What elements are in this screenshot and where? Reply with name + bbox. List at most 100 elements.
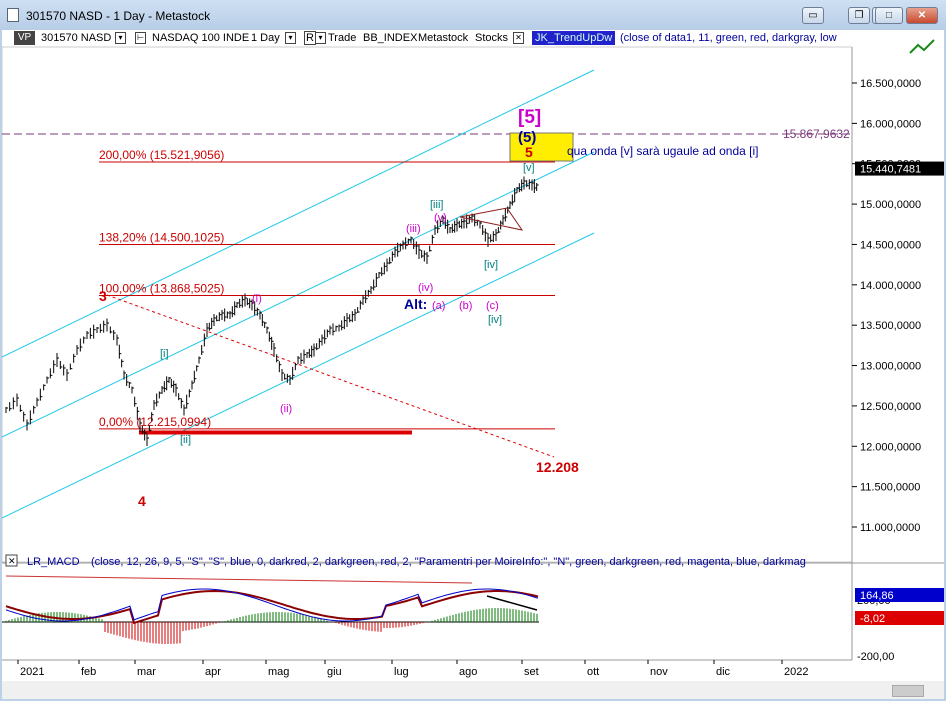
time-label: giu [327,666,342,678]
time-label: dic [716,666,731,678]
time-label: mar [137,666,156,678]
channel-line [2,151,595,438]
wave-iv-paren-label: (iv) [418,282,433,294]
trade-label: Trade [328,32,357,44]
triangle-pattern [459,207,524,231]
wave-b-label: (b) [459,300,472,312]
macd-value1-box [855,588,944,602]
wave-big5-label: [5] [518,107,541,128]
wave-paren5-label: (5) [518,129,536,146]
scrollbar-thumb[interactable] [892,685,924,697]
time-label: apr [205,666,221,678]
channel-line [2,69,595,358]
target-box [509,132,574,162]
wave-v-paren-label: (v) [434,212,447,224]
source-label: Metastock [418,32,469,44]
wave-iv-bracket2-label: [iv] [488,314,502,326]
last-price-box [855,161,944,176]
maximize-button[interactable]: □ [875,7,903,24]
wave-iii-bracket-label: [iii] [430,199,443,211]
chart-minimize-button[interactable]: ▭ [802,7,824,24]
alt-label: Alt: [404,296,427,312]
indicator-label[interactable]: JK_TrendUpDw [532,31,616,45]
type-label: Stocks [475,32,509,44]
wave-i-paren-label: (i) [252,293,262,305]
target-note: qua onda [v] sarà ugaule ad onda [i] [567,144,758,158]
time-label: feb [81,666,96,678]
price-tick-label: 13.000,0000 [860,361,921,373]
wave-ii-bracket-label: [ii] [180,434,191,446]
time-label: ago [459,666,477,678]
interval-label: 1 Day [251,32,280,44]
price-axis [852,47,944,562]
price-tick-label: 11.000,0000 [860,522,920,534]
macd-line [5,589,539,625]
last-price-label: 15.440,7481 [860,164,921,176]
wave-ii-paren-label: (ii) [280,403,292,415]
trend-line [106,294,555,458]
price-tick-label: 15.000,0000 [860,199,921,211]
index-name: NASDAQ 100 INDE [152,32,250,44]
fib-label: 0,00% (12.215,0994) [99,415,211,429]
horizontal-scrollbar[interactable] [2,681,944,699]
time-label: mag [268,666,289,678]
price-tick-label: 12.500,0000 [860,401,921,413]
macd-line [5,588,539,622]
target-low-label: 12.208 [536,459,579,475]
remove-indicator-button[interactable]: ✕ [513,32,524,44]
price-tick-label: 13.500,0000 [860,320,921,332]
price-tick-label: 12.000,0000 [860,441,921,453]
title-bar: 301570 NASD - 1 Day - Metastock ▭ ❐ — □ … [0,0,946,30]
window-title: 301570 NASD - 1 Day - Metastock [26,9,211,23]
wave-iii-paren-label: (iii) [406,223,421,235]
chart-info-bar: VP 301570 NASD ▾ ⊢ NASDAQ 100 INDE 1 Day… [2,30,944,47]
macd-close-box [5,554,18,567]
wave-a-label: (a) [432,300,445,312]
macd-params: (close, 12, 26, 9, 5, "S", "S", blue, 0,… [91,556,806,568]
fib-label: 100,00% (13.868,5025) [99,281,224,295]
macd-trendline [5,575,473,584]
time-label: 2021 [20,666,44,678]
time-label: lug [394,666,409,678]
macd-title: LR_MACD [27,556,80,568]
symbol-label: 301570 NASD [41,32,112,44]
price-tick-label: 14.000,0000 [860,280,921,292]
exchange-label: BB_INDEX [363,32,418,44]
price-tick-label: 16.000,0000 [860,118,921,130]
time-label: set [524,666,539,678]
name-toggle[interactable]: ⊢ [135,32,146,44]
wave-v-bracket-label: [v] [523,162,535,174]
price-tick-label: 14.500,0000 [860,239,921,251]
macd-value2: -8,02 [860,613,885,625]
wave-c-label: (c) [486,300,499,312]
macd-divergence-line [486,595,538,611]
target-price-label: 15.867,9632 [783,127,850,141]
wave-3-label: 3 [99,288,107,304]
indicator-params: (close of data1, 11, green, red, darkgra… [620,32,837,44]
time-label: 2022 [784,666,808,678]
time-label: ott [587,666,599,678]
fib-label: 138,20% (14.500,1025) [99,230,224,244]
document-icon [7,8,19,22]
trend-icon [909,39,935,54]
macd-tick: -200,00 [857,651,894,663]
interval-dropdown[interactable]: ▾ [285,32,296,44]
time-label: nov [650,666,668,678]
macd-close-icon: ✕ [8,556,16,566]
price-tick-label: 16.500,0000 [860,78,921,90]
wave-4-label: 4 [138,493,146,509]
chart-canvas[interactable]: 16.500,000016.000,000015.500,000015.000,… [2,30,944,681]
r-dropdown[interactable]: ▾ [315,32,326,44]
price-panel [2,46,853,563]
wave-red5-label: 5 [525,144,533,160]
channel-line [2,232,595,519]
close-button[interactable]: ✕ [906,7,938,24]
chart-window: VP 301570 NASD ▾ ⊢ NASDAQ 100 INDE 1 Day… [2,30,944,699]
fib-label: 200,00% (15.521,9056) [99,148,224,162]
macd-histogram [5,608,538,644]
wave-iv-bracket-label: [iv] [484,259,498,271]
symbol-dropdown[interactable]: ▾ [115,32,126,44]
chart-restore-button[interactable]: ❐ [848,7,870,24]
macd-value1: 164,86 [860,590,894,602]
vp-badge[interactable]: VP [14,31,35,45]
